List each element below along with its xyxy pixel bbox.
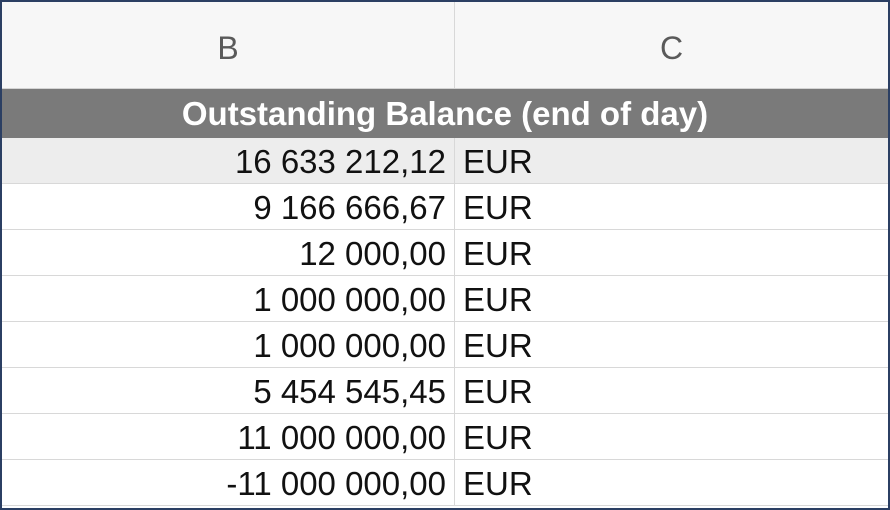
table-row: 16 633 212,12 EUR	[2, 138, 888, 184]
currency-cell[interactable]: EUR	[463, 327, 533, 364]
currency-cell[interactable]: EUR	[463, 373, 533, 410]
currency-cell[interactable]: EUR	[463, 419, 533, 456]
currency-cell[interactable]: EUR	[463, 235, 533, 272]
currency-cell[interactable]: EUR	[463, 465, 533, 502]
amount-cell[interactable]: 5 454 545,45	[2, 368, 455, 413]
currency-cell[interactable]: EUR	[463, 143, 533, 180]
amount-cell[interactable]: 1 000 000,00	[2, 322, 455, 367]
table-row: -11 000 000,00 EUR	[2, 460, 888, 506]
amount-cell[interactable]: -11 000 000,00	[2, 460, 455, 505]
amount-cell[interactable]: 9 166 666,67	[2, 184, 455, 229]
amount-cell[interactable]: 11 000 000,00	[2, 414, 455, 459]
currency-cell[interactable]: EUR	[463, 189, 533, 226]
table-row: 1 000 000,00 EUR	[2, 276, 888, 322]
column-header-b[interactable]: B	[2, 2, 455, 88]
table-row: 12 000,00 EUR	[2, 230, 888, 276]
amount-cell[interactable]: 12 000,00	[2, 230, 455, 275]
currency-cell[interactable]: EUR	[463, 281, 533, 318]
table-row: 9 166 666,67 EUR	[2, 184, 888, 230]
column-header-row: B C	[2, 2, 888, 89]
table-title-cell[interactable]: Outstanding Balance (end of day)	[2, 89, 888, 138]
data-rows: 16 633 212,12 EUR 9 166 666,67 EUR 12 00…	[2, 138, 888, 506]
amount-cell[interactable]: 16 633 212,12	[2, 138, 455, 183]
table-row: 5 454 545,45 EUR	[2, 368, 888, 414]
column-header-c[interactable]: C	[659, 30, 684, 66]
table-row: 11 000 000,00 EUR	[2, 414, 888, 460]
amount-cell[interactable]: 1 000 000,00	[2, 276, 455, 321]
table-row: 1 000 000,00 EUR	[2, 322, 888, 368]
